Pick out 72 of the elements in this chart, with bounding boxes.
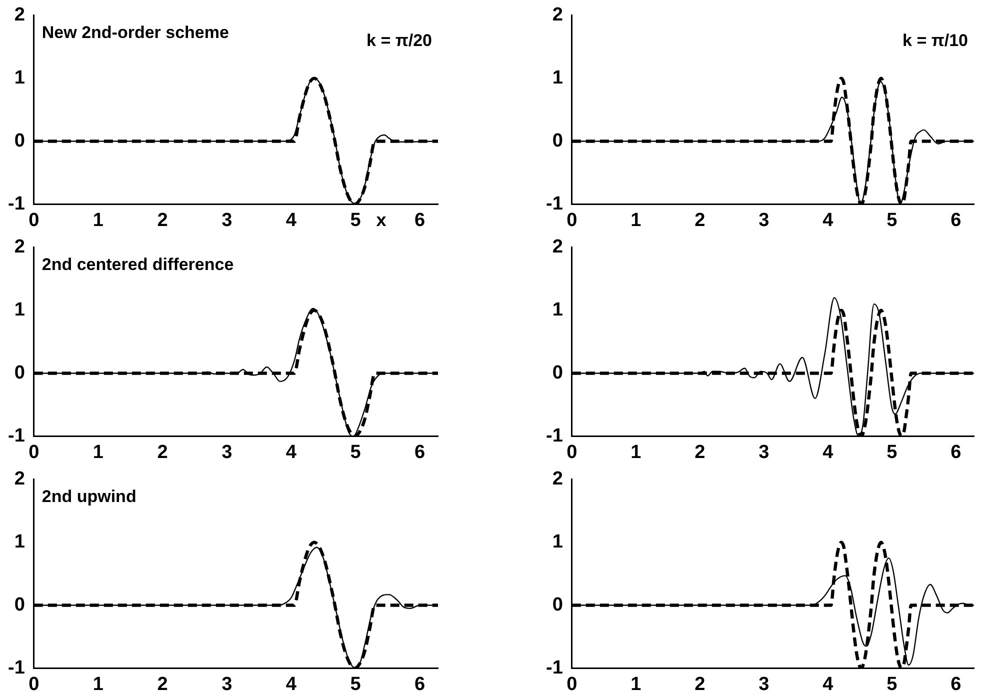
text: New 2nd-order scheme	[42, 23, 229, 42]
y-tick-label: 1	[14, 68, 26, 89]
x-tick-label: 1	[92, 442, 104, 463]
x-tick-label: 4	[286, 442, 297, 463]
y-tick-label: -1	[546, 425, 564, 446]
x-tick-label: 6	[414, 442, 426, 463]
x-tick-label: 6	[950, 210, 962, 231]
x-tick-label: 1	[92, 674, 104, 695]
x-tick-label: 1	[630, 674, 642, 695]
x-tick-label: 4	[822, 674, 834, 695]
x-tick-label: 0	[566, 210, 578, 231]
x-tick-label: 1	[630, 210, 642, 231]
y-tick-label: -1	[8, 193, 26, 214]
x-tick-label: 3	[222, 674, 232, 695]
x-tick-label: 4	[286, 674, 297, 695]
x-tick-label: 1	[92, 210, 104, 231]
x-tick-label: 6	[950, 674, 962, 695]
x-tick-label: 3	[758, 674, 770, 695]
y-tick-label: 2	[552, 4, 563, 26]
y-tick-label: 0	[552, 130, 563, 152]
y-tick-label: -1	[546, 193, 564, 214]
x-tick-label: 0	[28, 442, 40, 463]
x-tick-label: 4	[286, 210, 297, 231]
annotation: k = π/10	[902, 31, 968, 50]
x-tick-label: 6	[414, 210, 426, 231]
x-tick-label: 0	[566, 442, 578, 463]
x-tick-label: 5	[886, 442, 898, 463]
x-tick-label: 2	[694, 210, 706, 231]
x-tick-label: 0	[566, 674, 578, 695]
x-tick-label: 2	[157, 210, 168, 231]
y-tick-label: 0	[552, 594, 563, 616]
y-tick-label: 0	[14, 130, 25, 152]
y-tick-label: 1	[14, 300, 26, 321]
x-tick-label: 5	[886, 210, 898, 231]
x-tick-label: 1	[630, 442, 642, 463]
x-tick-label: 2	[157, 442, 168, 463]
y-tick-label: 0	[552, 362, 563, 384]
x-tick-label: 0	[28, 674, 40, 695]
y-tick-label: 0	[14, 362, 25, 384]
y-tick-label: 1	[552, 300, 564, 321]
x-tick-label: 3	[758, 210, 770, 231]
x-tick-label: 5	[886, 674, 898, 695]
x-tick-label: 3	[758, 442, 770, 463]
y-tick-label: 2	[14, 4, 25, 26]
y-tick-label: -1	[546, 657, 564, 678]
x-tick-label: 2	[694, 674, 706, 695]
y-tick-label: -1	[8, 425, 26, 446]
y-tick-label: 2	[552, 468, 563, 490]
x-tick-label: 3	[222, 210, 232, 231]
text: 2nd upwind	[42, 487, 136, 506]
x-tick-label: 5	[350, 442, 362, 463]
text: 2nd centered difference	[42, 255, 234, 274]
y-tick-label: -1	[8, 657, 26, 678]
y-tick-label: 2	[552, 236, 563, 258]
x-tick-label: 5	[350, 210, 362, 231]
annotation: k = π/20	[366, 31, 432, 50]
x-tick-label: 6	[950, 442, 962, 463]
y-tick-label: 2	[14, 236, 25, 258]
x-tick-label: 4	[822, 442, 834, 463]
y-tick-label: 1	[552, 68, 564, 89]
x-axis-title: x	[376, 210, 386, 230]
x-tick-label: 4	[822, 210, 834, 231]
x-tick-label: 5	[350, 674, 362, 695]
y-tick-label: 1	[14, 532, 26, 553]
x-tick-label: 6	[414, 674, 426, 695]
x-tick-label: 2	[157, 674, 168, 695]
x-tick-label: 0	[28, 210, 40, 231]
y-tick-label: 2	[14, 468, 25, 490]
x-tick-label: 3	[222, 442, 232, 463]
y-tick-label: 1	[552, 532, 564, 553]
y-tick-label: 0	[14, 594, 25, 616]
x-tick-label: 2	[694, 442, 706, 463]
